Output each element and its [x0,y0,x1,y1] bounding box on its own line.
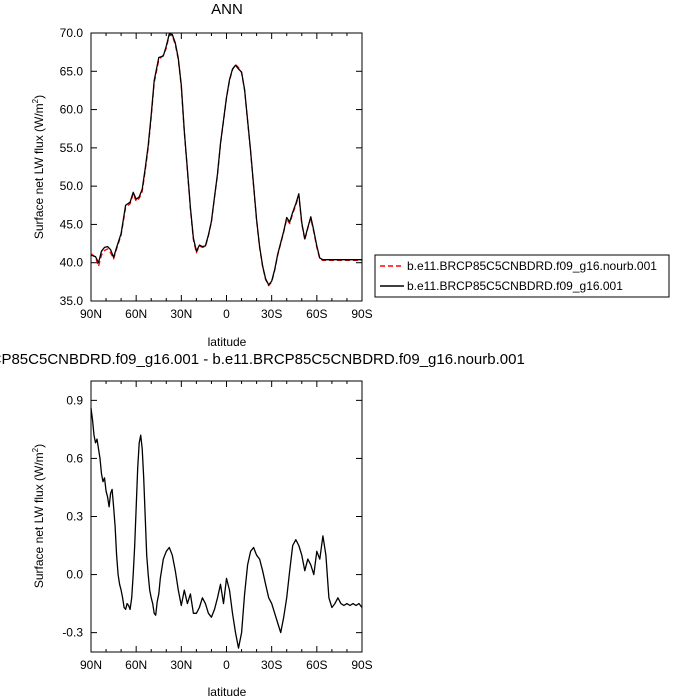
bottom-x-tick-label: 60S [306,658,327,672]
top-y-tick-label: 70.0 [60,26,84,40]
bottom-y-tick-label: 0.9 [66,393,83,407]
bottom-x-tick-label: 90N [80,658,102,672]
chart-bottom: b.e11.BRCP85C5CNBDRD.f09_g16.001 - b.e11… [0,351,525,699]
bottom-x-tick-label: 0 [223,658,230,672]
bottom-x-axis-label: latitude [208,685,247,699]
top-y-axis-label: Surface net LW flux (W/m2) [31,95,46,239]
top-series [90,33,362,287]
bottom-y-tick-label: 0.3 [66,510,83,524]
bottom-ticks: 90N 60N 30N 0 30S 60S 90S -0.3 0.0 0.3 0.6 0.9 [62,381,373,672]
top-series-line-1 [90,33,362,286]
bottom-y-tick-label: 0.0 [66,568,83,582]
top-x-axis-label: latitude [208,335,247,349]
bottom-x-tick-label: 30N [170,658,192,672]
bottom-series [90,408,363,649]
top-y-tick-label: 45.0 [60,217,84,231]
bottom-y-axis-label: Surface net LW flux (W/m2) [31,444,46,588]
bottom-y-tick-label: 0.6 [66,451,83,465]
top-y-tick-label: 65.0 [60,64,84,78]
top-x-tick-label: 90N [80,307,102,321]
top-x-tick-label: 0 [223,307,230,321]
legend: b.e11.BRCP85C5CNBDRD.f09_g16.nourb.001 b… [374,254,670,298]
top-x-tick-label: 60S [306,307,327,321]
legend-label-nourb: b.e11.BRCP85C5CNBDRD.f09_g16.nourb.001 [407,259,657,273]
bottom-y-tick-label: -0.3 [62,626,83,640]
top-y-tick-label: 50.0 [60,179,84,193]
top-plot-frame [90,32,363,302]
legend-label-control: b.e11.BRCP85C5CNBDRD.f09_g16.001 [407,279,623,293]
bottom-plot-frame [90,380,363,653]
bottom-x-tick-label: 90S [351,658,372,672]
top-y-tick-label: 40.0 [60,256,84,270]
top-y-tick-label: 35.0 [60,294,84,308]
top-chart-title: ANN [211,1,243,18]
bottom-x-tick-label: 60N [125,658,147,672]
top-x-tick-label: 90S [351,307,372,321]
top-y-tick-label: 60.0 [60,103,84,117]
bottom-chart-title: b.e11.BRCP85C5CNBDRD.f09_g16.001 - b.e11… [0,351,525,368]
top-x-tick-label: 30N [170,307,192,321]
top-ticks: 90N 60N 30N 0 30S 60S 90S 35.0 40.0 45.0 50.0 55.0 6… [60,26,373,321]
chart-top: ANN 90N 60N 30N 0 30S 60S 90S 35.0 40.0 45.0 50.0 5… [31,1,670,349]
top-x-tick-label: 30S [261,307,282,321]
bottom-x-tick-label: 30S [261,658,282,672]
top-x-tick-label: 60N [125,307,147,321]
legend-box [374,254,670,298]
top-y-tick-label: 55.0 [60,141,84,155]
bottom-series-line-0 [90,408,363,649]
top-series-line-0 [90,33,362,287]
